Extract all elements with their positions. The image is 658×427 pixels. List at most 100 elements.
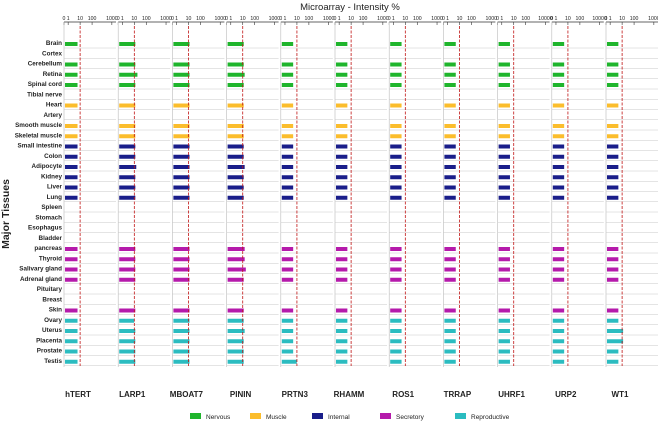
gene-panel: 0 1 10 100 10000: [550, 16, 607, 367]
data-bar: [173, 247, 190, 251]
gene-label: MBOAT7: [170, 390, 204, 399]
data-bar: [281, 185, 294, 190]
data-bar: [281, 277, 294, 282]
data-bar: [607, 195, 619, 200]
data-bar: [552, 277, 565, 282]
data-bar: [552, 175, 565, 180]
data-bar: [607, 124, 619, 128]
tick-label: 1000: [323, 16, 335, 22]
data-bar: [552, 103, 565, 108]
data-bar: [227, 267, 246, 272]
data-bar: [336, 124, 348, 128]
tissue-label: Kidney: [41, 173, 62, 180]
gene-panels: 0 1 10 100 1000 0 1 10 100 1000 0 1 10 100 1000 0 1 10 100…: [63, 16, 658, 367]
tick-label: 100: [196, 16, 205, 22]
tissue-label: Testis: [44, 358, 62, 365]
data-bar: [119, 277, 136, 282]
tick-label: 1: [67, 16, 70, 22]
tick-label: 1: [229, 16, 232, 22]
tissue-label: pancreas: [34, 245, 62, 252]
tick-label: 1000: [485, 16, 497, 22]
data-bar: [281, 72, 294, 77]
tick-label: 1: [121, 16, 124, 22]
data-bar: [281, 359, 297, 364]
data-bar: [227, 257, 245, 262]
tick-label: 10: [348, 16, 354, 22]
data-bar: [498, 185, 510, 190]
tissue-label: Colon: [44, 153, 62, 160]
tissue-label: Tibial nerve: [27, 91, 62, 98]
data-bar: [173, 83, 190, 87]
data-bar: [65, 144, 78, 149]
data-bar: [119, 42, 136, 46]
data-bar: [281, 83, 294, 87]
data-bar: [498, 247, 510, 251]
data-bar: [552, 83, 565, 87]
tick-label: 1: [284, 16, 287, 22]
data-bar: [390, 349, 402, 354]
data-bar: [390, 134, 402, 139]
data-bar: [336, 329, 348, 333]
tissue-label: Lung: [47, 194, 63, 201]
data-bar: [498, 318, 510, 323]
tissue-label: Breast: [42, 296, 63, 303]
data-bar: [65, 134, 78, 139]
data-bar: [390, 329, 402, 333]
tick-label: 0: [63, 16, 66, 22]
data-bar: [119, 308, 136, 313]
tissue-label: Liver: [47, 184, 63, 191]
tick-label: 1000: [431, 16, 443, 22]
data-bar: [227, 329, 245, 333]
data-bar: [281, 124, 294, 128]
data-bar: [227, 103, 244, 108]
data-bar: [119, 134, 136, 139]
tissue-label: Spleen: [41, 204, 62, 211]
data-bar: [281, 103, 294, 108]
data-bar: [552, 349, 565, 354]
data-bar: [227, 42, 244, 46]
data-bar: [173, 308, 190, 313]
data-bar: [552, 165, 565, 169]
tick-label: 10: [77, 16, 83, 22]
data-bar: [281, 257, 294, 262]
data-bar: [444, 103, 456, 108]
data-bar: [173, 103, 190, 108]
tick-label: 10000: [538, 16, 553, 22]
data-bar: [173, 62, 190, 67]
data-bar: [227, 72, 245, 77]
data-bar: [281, 195, 294, 200]
data-bar: [552, 42, 565, 46]
data-bar: [498, 359, 510, 364]
data-bar: [607, 267, 619, 272]
data-bar: [390, 144, 402, 149]
tissue-label: Uterus: [42, 327, 62, 334]
data-bar: [227, 124, 244, 128]
data-bar: [119, 329, 136, 333]
legend-swatch: [190, 413, 201, 419]
data-bar: [173, 267, 190, 272]
legend-swatch: [250, 413, 261, 419]
tick-label: 10: [619, 16, 625, 22]
gene-label: TRRAP: [444, 390, 472, 399]
data-bar: [444, 277, 456, 282]
data-bar: [65, 308, 78, 313]
data-bar: [498, 124, 510, 128]
data-bar: [336, 134, 348, 139]
data-bar: [444, 195, 456, 200]
tissue-label: Esophagus: [28, 225, 62, 232]
data-bar: [336, 359, 348, 364]
tick-label: 0: [605, 16, 608, 22]
tissue-label: Heart: [46, 102, 63, 109]
data-bar: [227, 339, 244, 344]
tissue-label: Skeletal muscle: [15, 132, 63, 139]
data-bar: [227, 359, 244, 364]
data-bar: [281, 329, 294, 333]
data-bar: [65, 195, 78, 200]
data-bar: [336, 165, 348, 169]
